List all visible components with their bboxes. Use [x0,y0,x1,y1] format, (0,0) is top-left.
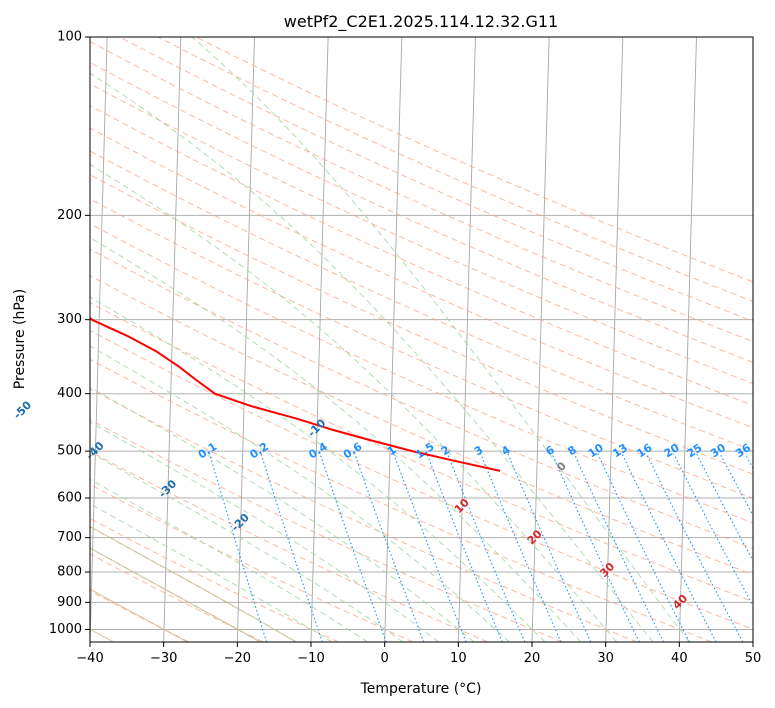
y-axis-label: Pressure (hPa) [12,289,28,389]
dry-adiabat-line [195,37,753,283]
dry-adiabat-line [90,174,753,475]
moist-adiabat-line [90,163,618,642]
y-tick-label: 600 [57,491,82,506]
dry-adiabat-line [90,105,753,406]
mixing-ratio-line [260,453,323,642]
y-tick-label: 700 [57,530,82,545]
temperature-profile-line [90,316,501,472]
dry-adiabat-line [90,450,488,642]
dry-adiabat-line [90,248,753,549]
dry-adiabat-line [90,83,753,385]
y-tick-label: 200 [57,208,82,223]
isotherm-line [605,37,624,642]
x-tick-label: −20 [224,651,251,666]
dry-adiabat-line [119,37,753,322]
moist-adiabat-line [90,503,333,642]
moist-adiabat-line [90,237,582,642]
dry-adiabat-line [90,61,753,363]
grid-layer [90,37,753,642]
chart-title: wetPf2_C2E1.2025.114.12.32.G11 [284,12,558,32]
x-tick-label: 10 [450,651,467,666]
dry-adiabat-line [90,150,753,452]
dry-adiabat-line [90,198,753,499]
moist-adiabat-line [191,37,690,642]
mixing-ratio-line [354,453,425,642]
isotherm-line [384,37,403,642]
x-axis-label: Temperature (°C) [360,681,482,697]
mixing-ratio-line [319,453,387,642]
dry-adiabat-line [90,419,563,642]
theta-e-line [90,588,188,642]
dry-adiabat-line [90,40,753,343]
x-tick-label: 0 [381,651,389,666]
dry-adiabat-line [90,358,712,642]
theta-e-line [90,525,297,642]
y-tick-label: 1000 [49,622,82,637]
axis-layer: −40 −30 −20 −10 0 10 20 30 40 50 100 200 300 400 500 60… [49,30,761,667]
x-tick-label: 30 [597,651,614,666]
y-tick-label: 100 [57,30,82,45]
y-tick-label: 300 [57,312,82,327]
isotherm-line [678,37,697,642]
dry-adiabat-line [90,274,753,576]
x-tick-label: −30 [150,651,177,666]
y-tick-label: 800 [57,565,82,580]
dry-adiabat-line [90,302,753,603]
isotherm-line [90,37,108,642]
data-layer [90,316,501,472]
y-tick-label: 500 [57,444,82,459]
mixing-ratio-line [597,453,690,642]
y-tick-label: 400 [57,386,82,401]
moist-adiabat-line [90,345,510,642]
dry-adiabat-line [90,223,753,524]
plot-frame [89,36,754,643]
x-tick-label: 20 [524,651,541,666]
x-tick-label: 40 [671,651,688,666]
dry-adiabat-line [90,127,753,429]
x-tick-label: −10 [297,651,324,666]
mixing-ratio-line [426,453,503,642]
moist-adiabat-line [90,72,654,642]
isotherm-line [163,37,182,642]
theta-e-line [90,547,261,642]
moist-adiabat-line [90,421,439,642]
moist-adiabat-line [90,451,404,642]
dry-adiabat-line [157,37,753,302]
x-tick-label: 50 [745,651,762,666]
mixing-ratio-line [208,453,268,642]
isotherm-line [236,37,255,642]
mixing-ratio-line [573,453,664,642]
y-tick-label: 900 [57,595,82,610]
moist-adiabat-line [90,386,475,642]
mixing-ratio-line [551,453,640,642]
dry-adiabat-line [90,329,753,630]
x-tick-label: −40 [76,651,103,666]
mixing-ratio-line [393,453,467,642]
mixing-ratio-line [645,453,744,642]
